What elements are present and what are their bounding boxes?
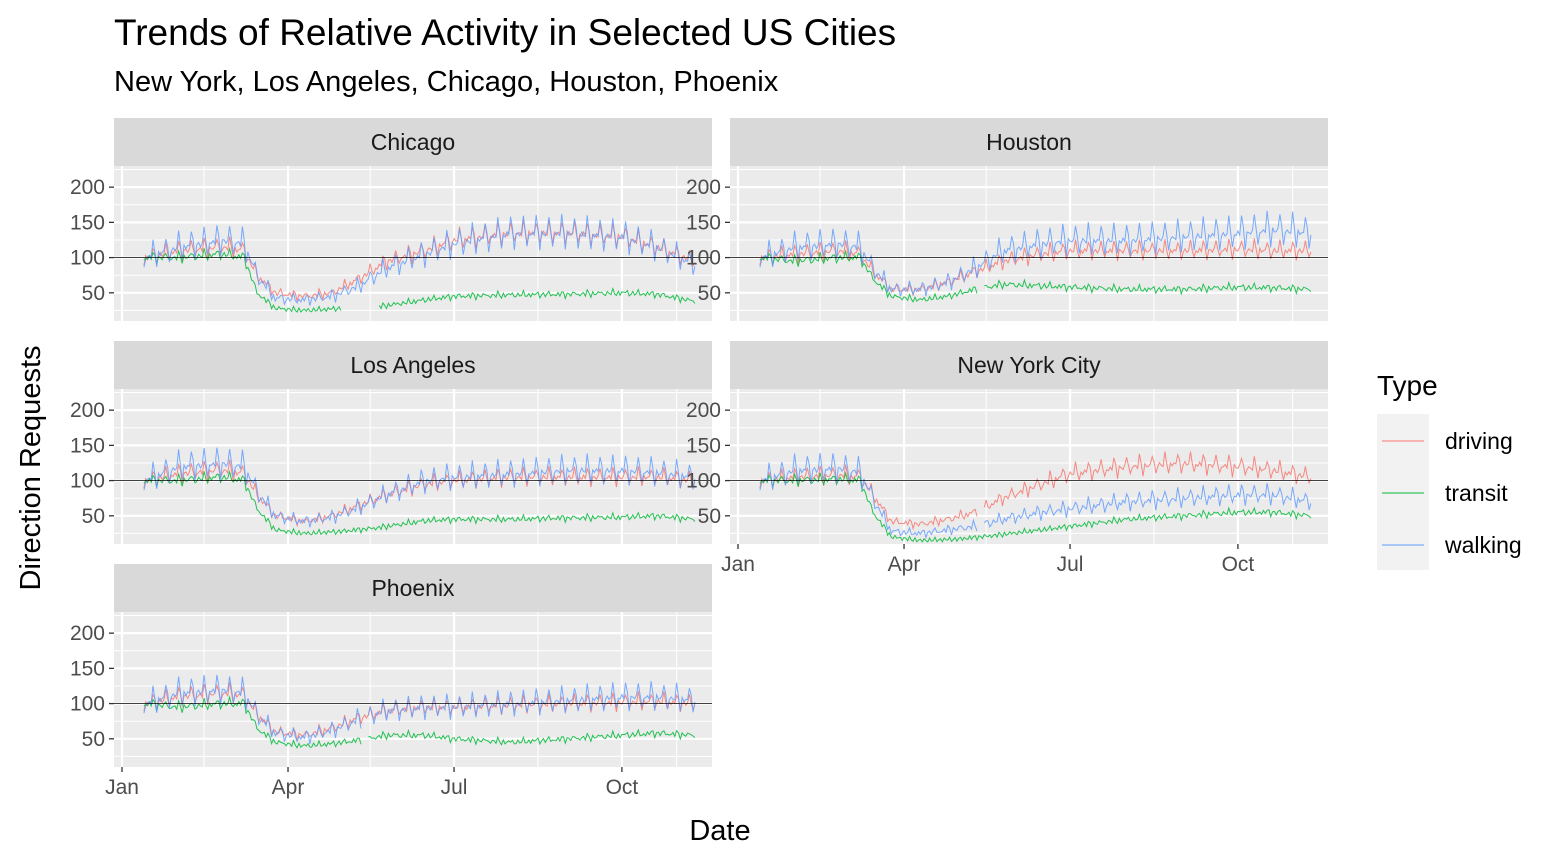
facet-strip: [730, 341, 1328, 389]
facet-strip: [730, 118, 1328, 166]
y-tick-label: 150: [70, 657, 105, 680]
y-tick-label: 50: [82, 728, 105, 751]
x-tick-label: Jan: [105, 776, 139, 799]
facet-phoenix: Phoenix 50 100 150 200 Jan Apr Jul Oct: [70, 564, 712, 799]
panel-background: [730, 389, 1328, 544]
facet-label: Houston: [986, 129, 1072, 155]
y-tick-label: 100: [686, 470, 721, 493]
chart-subtitle: New York, Los Angeles, Chicago, Houston,…: [114, 66, 779, 98]
y-tick-label: 100: [70, 470, 105, 493]
facet-strip: [114, 564, 712, 612]
y-tick-label: 200: [686, 399, 721, 422]
y-tick-label: 150: [70, 434, 105, 457]
series-line-transit: [143, 695, 696, 749]
facet-new-york-city: New York City 50 100 150 200 Jan Apr Jul Oct: [686, 341, 1328, 576]
chart-title: Trends of Relative Activity in Selected …: [114, 12, 897, 53]
legend-label-transit: transit: [1445, 480, 1508, 506]
legend-label-walking: walking: [1444, 532, 1522, 558]
legend: Type driving transit walking: [1377, 370, 1522, 570]
y-tick-label: 200: [70, 399, 105, 422]
facet-strip: [114, 118, 712, 166]
series-line-driving: [759, 451, 1312, 531]
x-tick-label: Oct: [606, 776, 639, 799]
y-tick-label: 50: [82, 505, 105, 528]
facet-los-angeles: Los Angeles 50 100 150 200: [70, 341, 712, 544]
x-tick-label: Jul: [441, 776, 468, 799]
y-tick-label: 50: [698, 282, 721, 305]
facet-label: Phoenix: [371, 575, 455, 601]
series-line-walking: [759, 453, 1312, 540]
y-tick-label: 150: [70, 211, 105, 234]
series-line-transit: [143, 469, 696, 536]
series-line-walking: [759, 210, 1312, 297]
y-tick-label: 150: [686, 211, 721, 234]
y-axis-title: Direction Requests: [15, 346, 47, 591]
series-line-transit: [143, 246, 696, 313]
legend-title: Type: [1377, 370, 1438, 401]
y-tick-label: 200: [70, 176, 105, 199]
y-tick-label: 100: [70, 247, 105, 270]
x-tick-label: Jan: [721, 553, 755, 576]
facet-chicago: Chicago 50 100 150 200: [70, 118, 712, 321]
series-line-transit: [759, 249, 1312, 303]
facet-label: Chicago: [371, 129, 455, 155]
y-tick-label: 100: [686, 247, 721, 270]
panel-background: [114, 389, 712, 544]
x-tick-label: Jul: [1057, 553, 1084, 576]
y-tick-label: 200: [686, 176, 721, 199]
legend-key-background: [1377, 414, 1429, 570]
x-tick-label: Apr: [888, 553, 921, 576]
legend-label-driving: driving: [1445, 428, 1513, 454]
y-tick-label: 50: [82, 282, 105, 305]
series-line-driving: [759, 238, 1312, 296]
facet-label: New York City: [957, 352, 1101, 378]
series-line-walking: [143, 447, 696, 528]
y-tick-label: 50: [698, 505, 721, 528]
series-line-walking: [143, 674, 696, 745]
y-tick-label: 200: [70, 622, 105, 645]
y-tick-label: 100: [70, 693, 105, 716]
panel-background: [114, 166, 712, 321]
x-axis-title: Date: [689, 815, 750, 847]
x-tick-label: Apr: [272, 776, 305, 799]
y-tick-label: 150: [686, 434, 721, 457]
facet-strip: [114, 341, 712, 389]
facet-label: Los Angeles: [350, 352, 475, 378]
facet-houston: Houston 50 100 150 200: [686, 118, 1328, 321]
x-tick-label: Oct: [1222, 553, 1255, 576]
